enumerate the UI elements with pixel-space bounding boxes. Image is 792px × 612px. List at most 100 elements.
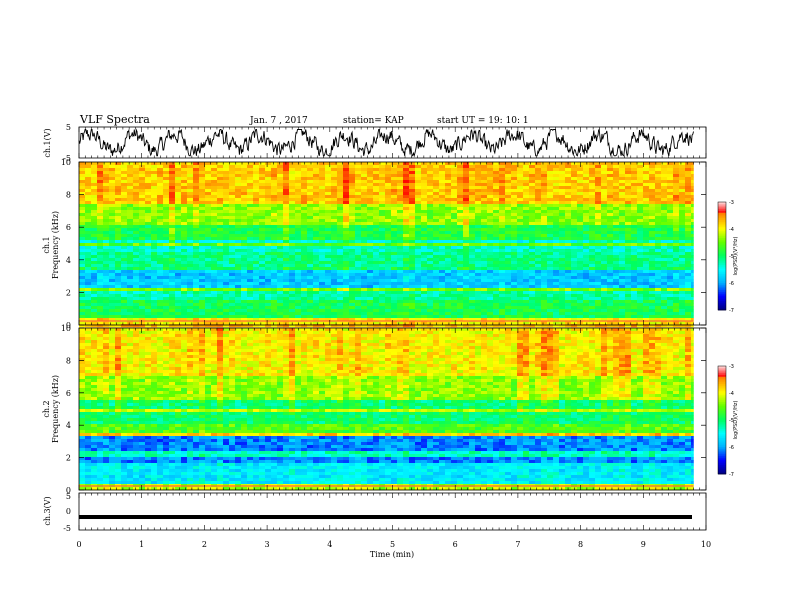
spectrogram-cell [199, 165, 206, 169]
spectrogram-cell [583, 246, 590, 250]
spectrogram-cell [361, 300, 368, 304]
spectrogram-cell [223, 222, 230, 226]
spectrogram-cell [457, 297, 464, 301]
spectrogram-cell [151, 252, 158, 256]
spectrogram-cell [181, 255, 188, 259]
spectrogram-cell [253, 246, 260, 250]
spectrogram-cell [169, 255, 176, 259]
spectrogram-cell [379, 279, 386, 283]
spectrogram-cell [139, 201, 146, 205]
spectrogram-cell [211, 306, 218, 310]
spectrogram-cell [415, 237, 422, 241]
spectrogram-cell [565, 249, 572, 253]
spectrogram-cell [277, 225, 284, 229]
spectrogram-cell [673, 204, 680, 208]
spectrogram-cell [613, 186, 620, 190]
spectrogram-cell [115, 261, 122, 265]
spectrogram-cell [199, 258, 206, 262]
spectrogram-cell [673, 183, 680, 187]
spectrogram-cell [295, 219, 302, 223]
spectrogram-cell [601, 219, 608, 223]
spectrogram-cell [97, 189, 104, 193]
spectrogram-cell [247, 219, 254, 223]
spectrogram-cell [157, 279, 164, 283]
spectrogram-cell [475, 300, 482, 304]
spectrogram-cell [547, 171, 554, 175]
spectrogram-cell [643, 177, 650, 181]
spectrogram-cell [265, 291, 272, 295]
spectrogram-cell [415, 174, 422, 178]
spectrogram-cell [385, 189, 392, 193]
spectrogram-cell [313, 219, 320, 223]
spectrogram-cell [571, 189, 578, 193]
spectrogram-cell [541, 300, 548, 304]
spectrogram-cell [331, 189, 338, 193]
spectrogram-cell [97, 267, 104, 271]
spectrogram-cell [421, 261, 428, 265]
spectrogram-cell [205, 186, 212, 190]
figure-title: VLF Spectra [79, 113, 150, 126]
spectrogram-cell [109, 240, 116, 244]
spectrogram-cell [187, 261, 194, 265]
spectrogram-cell [397, 270, 404, 274]
spectrogram-cell [355, 276, 362, 280]
spectrogram-cell [643, 165, 650, 169]
spectrogram-cell [691, 243, 694, 247]
spectrogram-cell [247, 165, 254, 169]
spectrogram-cell [457, 252, 464, 256]
spectrogram-cell [307, 213, 314, 217]
spectrogram-cell [121, 171, 128, 175]
spectrogram-cell [439, 177, 446, 181]
spectrogram-cell [427, 186, 434, 190]
spectrogram-cell [391, 228, 398, 232]
spectrogram-cell [445, 189, 452, 193]
spectrogram-cell [487, 225, 494, 229]
spectrogram-cell [307, 231, 314, 235]
spectrogram-cell [241, 303, 248, 307]
spectrogram-cell [487, 192, 494, 196]
spectrogram-cell [295, 294, 302, 298]
spectrogram-cell [463, 210, 470, 214]
spectrogram-cell [409, 177, 416, 181]
spectrogram-cell [307, 240, 314, 244]
spectrogram-cell [241, 261, 248, 265]
spectrogram-cell [427, 210, 434, 214]
spectrogram-cell [247, 189, 254, 193]
spectrogram-cell [301, 303, 308, 307]
spectrogram-cell [205, 240, 212, 244]
spectrogram-cell [637, 246, 644, 250]
spectrogram-cell [337, 165, 344, 169]
spectrogram-cell [625, 198, 632, 202]
spectrogram-cell [121, 264, 128, 268]
spectrogram-cell [589, 183, 596, 187]
spectrogram-cell [559, 297, 566, 301]
spectrogram-cell [259, 165, 266, 169]
spectrogram-cell [601, 189, 608, 193]
spectrogram-cell [235, 258, 242, 262]
spectrogram-cell [439, 297, 446, 301]
spectrogram-cell [199, 180, 206, 184]
spectrogram-cell [223, 288, 230, 292]
spectrogram-cell [439, 237, 446, 241]
spectrogram-cell [559, 186, 566, 190]
spectrogram-cell [463, 234, 470, 238]
spectrogram-cell [205, 285, 212, 289]
spectrogram-cell [583, 258, 590, 262]
spectrogram-cell [493, 261, 500, 265]
spectrogram-cell [631, 183, 638, 187]
spectrogram-cell [265, 189, 272, 193]
spectrogram-cell [589, 186, 596, 190]
spectrogram-cell [475, 180, 482, 184]
spectrogram-cell [235, 264, 242, 268]
spectrogram-cell [469, 186, 476, 190]
spectrogram-cell [337, 189, 344, 193]
spectrogram-cell [271, 273, 278, 277]
spectrogram-cell [307, 258, 314, 262]
spectrogram-cell [223, 252, 230, 256]
spectrogram-cell [667, 243, 674, 247]
spectrogram-cell [127, 204, 134, 208]
spectrogram-cell [205, 231, 212, 235]
spectrogram-cell [679, 180, 686, 184]
spectrogram-cell [301, 267, 308, 271]
spectrogram-cell [217, 306, 224, 310]
